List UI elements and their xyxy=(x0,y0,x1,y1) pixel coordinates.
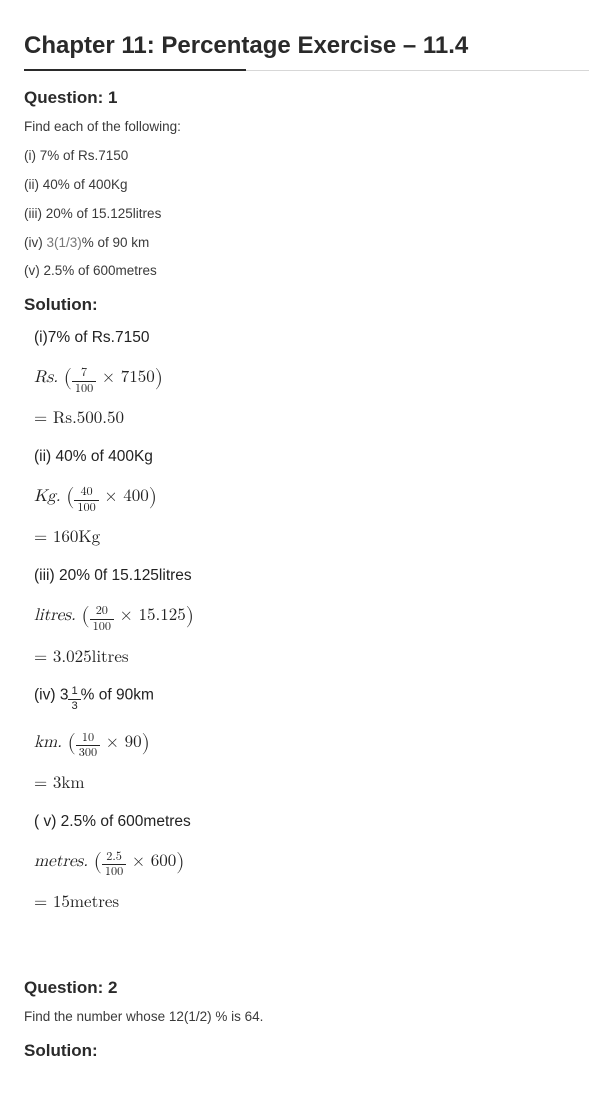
sol-iv-times: × 90 xyxy=(100,734,142,751)
sol-iii-label: (iii) 20% 0f 15.125litres xyxy=(34,567,589,585)
sol-ii-num: 40 xyxy=(74,486,98,500)
sol-iv-label-num: 1 xyxy=(68,686,80,699)
sol-iv-label-post: % of 90km xyxy=(81,687,154,704)
sol-iv-label: (iv) 313% of 90km xyxy=(34,686,589,711)
q1-item-i: (i) 7% of Rs.7150 xyxy=(24,147,589,166)
sol-i-prefix: Rs. xyxy=(34,369,64,386)
sol-i-label: (i)7% of Rs.7150 xyxy=(34,329,589,347)
sol-ii-den: 100 xyxy=(74,501,98,514)
solution-1-heading: Solution: xyxy=(24,295,589,315)
sol-iii-result-text: = 3.025litres xyxy=(34,649,129,666)
sol-iv-den: 300 xyxy=(76,746,100,759)
sol-iv-label-den: 3 xyxy=(68,700,80,712)
sol-iii-prefix: litres. xyxy=(34,607,81,624)
solution-1: (i)7% of Rs.7150 Rs. (7100 × 7150) = Rs.… xyxy=(24,329,589,917)
sol-ii-expr: Kg. (40100 × 400) xyxy=(34,480,589,516)
sol-iii-times: × 15.125 xyxy=(114,607,186,624)
q1-item-iii: (iii) 20% of 15.125litres xyxy=(24,205,589,224)
sol-iv-num: 10 xyxy=(76,732,100,746)
solution-2-heading: Solution: xyxy=(24,1041,589,1061)
q1-item-ii: (ii) 40% of 400Kg xyxy=(24,176,589,195)
page: Chapter 11: Percentage Exercise – 11.4 Q… xyxy=(0,0,613,1109)
question-1-prompt: Find each of the following: xyxy=(24,118,589,137)
question-1-heading: Question: 1 xyxy=(24,88,589,108)
sol-v-result-text: = 15metres xyxy=(34,894,119,911)
title-rule xyxy=(24,70,589,72)
sol-ii-result-text: = 160Kg xyxy=(34,529,100,546)
sol-iv-expr: km. (10300 × 90) xyxy=(34,726,589,762)
q1-item-v: (v) 2.5% of 600metres xyxy=(24,262,589,281)
sol-i-num: 7 xyxy=(72,367,96,381)
sol-v-label: ( v) 2.5% of 600metres xyxy=(34,813,589,831)
sol-iv-prefix: km. xyxy=(34,734,68,751)
sol-iii-frac: 20100 xyxy=(90,605,114,632)
sol-iii-num: 20 xyxy=(90,605,114,619)
sol-v-den: 100 xyxy=(102,865,126,878)
sol-i-result: = Rs.500.50 xyxy=(34,405,589,434)
question-2-prompt: Find the number whose 12(1/2) % is 64. xyxy=(24,1008,589,1027)
q1-item-iv: (iv) 3(1/3)% of 90 km xyxy=(24,234,589,253)
sol-v-frac: 2.5100 xyxy=(102,851,126,878)
sol-iii-expr: litres. (20100 × 15.125) xyxy=(34,599,589,635)
spacer xyxy=(24,924,589,964)
sol-ii-times: × 400 xyxy=(99,488,149,505)
sol-ii-frac: 40100 xyxy=(74,486,98,513)
sol-i-expr: Rs. (7100 × 7150) xyxy=(34,361,589,397)
sol-v-times: × 600 xyxy=(126,853,176,870)
sol-iv-result: = 3km xyxy=(34,770,589,799)
sol-i-result-text: = Rs.500.50 xyxy=(34,410,124,427)
sol-ii-prefix: Kg. xyxy=(34,488,66,505)
rule-dark xyxy=(24,69,246,71)
sol-i-times: × 7150 xyxy=(96,369,155,386)
sol-iii-result: = 3.025litres xyxy=(34,644,589,673)
sol-v-num: 2.5 xyxy=(102,851,126,865)
chapter-title: Chapter 11: Percentage Exercise – 11.4 xyxy=(24,32,589,60)
question-2-heading: Question: 2 xyxy=(24,978,589,998)
q1-item-iv-mid: 3(1/3) xyxy=(47,235,82,250)
sol-v-expr: metres. (2.5100 × 600) xyxy=(34,845,589,881)
sol-ii-result: = 160Kg xyxy=(34,524,589,553)
sol-i-frac: 7100 xyxy=(72,367,96,394)
sol-iv-label-pre: (iv) 3 xyxy=(34,687,68,704)
sol-i-den: 100 xyxy=(72,382,96,395)
sol-iv-frac: 10300 xyxy=(76,732,100,759)
q1-item-iv-pre: (iv) xyxy=(24,235,47,250)
sol-iii-den: 100 xyxy=(90,620,114,633)
sol-iv-label-frac: 13 xyxy=(68,686,80,711)
sol-ii-label: (ii) 40% of 400Kg xyxy=(34,448,589,466)
q1-item-iv-post: % of 90 km xyxy=(82,235,150,250)
sol-iv-result-text: = 3km xyxy=(34,775,85,792)
sol-v-result: = 15metres xyxy=(34,889,589,918)
sol-v-prefix: metres. xyxy=(34,853,94,870)
